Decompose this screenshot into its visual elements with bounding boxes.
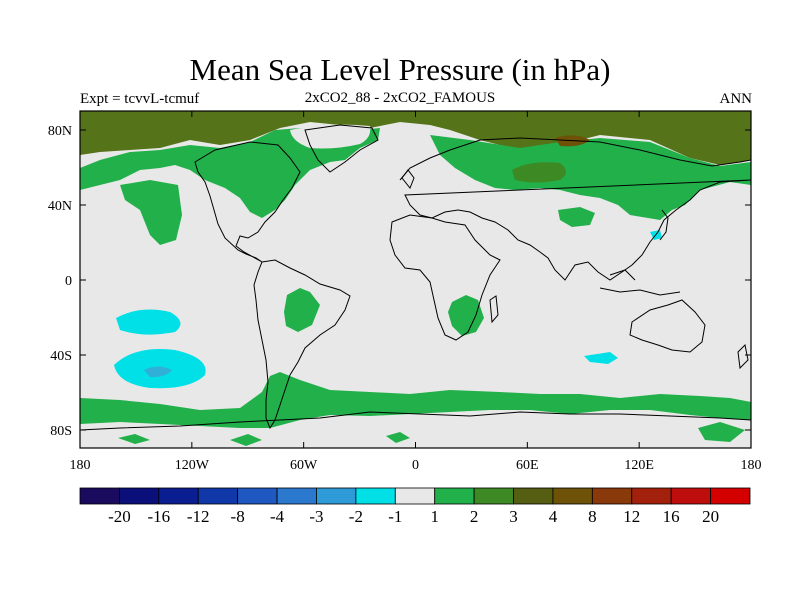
greenland-coastline — [304, 124, 379, 173]
lat-tick-label: 40N — [48, 199, 72, 214]
eurasia-coastline — [399, 137, 751, 281]
colorbar-swatch — [237, 487, 278, 505]
lon-tick-label: 0 — [412, 458, 419, 473]
japan-coastline — [659, 209, 669, 241]
experiment-label: Expt = tcvvL-tcmuf — [80, 91, 200, 107]
east-pacific-green-lobe — [120, 180, 182, 245]
coastlines — [80, 124, 751, 431]
lon-tick-label: 60E — [516, 458, 539, 473]
colorbar-label: 12 — [623, 507, 640, 526]
colorbar-swatch — [710, 487, 751, 505]
colorbar-label: 2 — [470, 507, 479, 526]
lon-tick-label: 180 — [70, 458, 91, 473]
atlantic-green-patch — [284, 288, 320, 332]
antarctica-coastline — [80, 411, 751, 431]
colorbar-swatch — [591, 487, 633, 505]
antarctic-green-patch — [118, 434, 150, 444]
australia-coastline — [629, 299, 706, 353]
colorbar-label: -12 — [187, 507, 210, 526]
latitude-axis: 80N 40N 0 40S 80S — [48, 124, 751, 439]
british-isles-coastline — [401, 169, 415, 189]
indian-ocean-cyan-patch — [584, 352, 618, 364]
season-label: ANN — [719, 91, 753, 107]
colorbar-label: 4 — [549, 507, 558, 526]
lat-tick-label: 0 — [65, 274, 72, 289]
eurasia-green-region — [430, 135, 751, 220]
colorbar-label: 20 — [702, 507, 719, 526]
colorbar-swatch — [158, 487, 199, 505]
madagascar-coastline — [489, 295, 499, 324]
south-pacific-cyan-core — [144, 366, 172, 378]
arctic-dark-green-region — [80, 111, 751, 165]
colorbar-swatch — [79, 487, 120, 505]
colorbar-label: -1 — [388, 507, 402, 526]
lat-tick-label: 80S — [50, 424, 72, 439]
antarctic-green-patch-4 — [698, 422, 745, 442]
lon-tick-label: 180 — [741, 458, 762, 473]
south-america-coastline — [253, 259, 351, 430]
colorbar-swatch — [276, 487, 317, 505]
colorbar: -20 -16 -12 -8 -4 -3 -2 -1 1 2 3 4 8 12 16 20 — [79, 487, 751, 526]
china-green-patch — [558, 207, 595, 227]
colorbar-swatch — [394, 487, 436, 505]
new-zealand-coastline — [737, 343, 749, 370]
colorbar-swatch — [355, 487, 396, 505]
longitude-axis: 180 120W 60W 0 60E 120E 180 — [70, 111, 762, 473]
eurasia-dark-green-core — [512, 162, 566, 183]
colorbar-label: 3 — [509, 507, 518, 526]
lat-tick-label: 80N — [48, 124, 72, 139]
colorbar-swatch — [197, 487, 239, 505]
indonesia-coastline — [599, 269, 681, 296]
colorbar-label: -16 — [147, 507, 170, 526]
colorbar-label: 1 — [430, 507, 439, 526]
colorbar-label: -20 — [108, 507, 131, 526]
antarctic-green-patch-3 — [386, 432, 410, 443]
colorbar-label: 16 — [663, 507, 680, 526]
pressure-field — [80, 111, 751, 448]
colorbar-label: 8 — [588, 507, 597, 526]
colorbar-label: -8 — [231, 507, 245, 526]
colorbar-label: -2 — [349, 507, 363, 526]
north-green-region — [80, 128, 380, 218]
lon-tick-label: 120W — [175, 458, 210, 473]
colorbar-swatch — [473, 487, 514, 505]
north-america-coastline — [194, 141, 301, 263]
colorbar-swatch — [670, 487, 711, 505]
colorbar-label: -3 — [309, 507, 323, 526]
antarctic-green-patch-2 — [230, 434, 262, 446]
lon-tick-label: 120E — [624, 458, 654, 473]
colorbar-swatch — [631, 487, 672, 505]
south-pacific-cyan-patch — [116, 309, 181, 335]
colorbar-swatch — [434, 487, 475, 505]
lon-tick-label: 60W — [290, 458, 318, 473]
africa-green-patch — [448, 295, 484, 336]
africa-coastline — [389, 214, 501, 341]
experiment-difference-label: 2xCO2_88 - 2xCO2_FAMOUS — [304, 90, 496, 106]
southern-ocean-green-band — [80, 372, 751, 428]
map-title: Mean Sea Level Pressure (in hPa) — [189, 52, 611, 87]
colorbar-swatch — [119, 487, 160, 505]
lat-tick-label: 40S — [50, 349, 72, 364]
colorbar-swatch — [552, 487, 593, 505]
colorbar-swatch — [316, 487, 357, 505]
arctic-cap-light-area — [290, 124, 371, 149]
colorbar-label: -4 — [270, 507, 285, 526]
colorbar-swatch — [513, 487, 554, 505]
